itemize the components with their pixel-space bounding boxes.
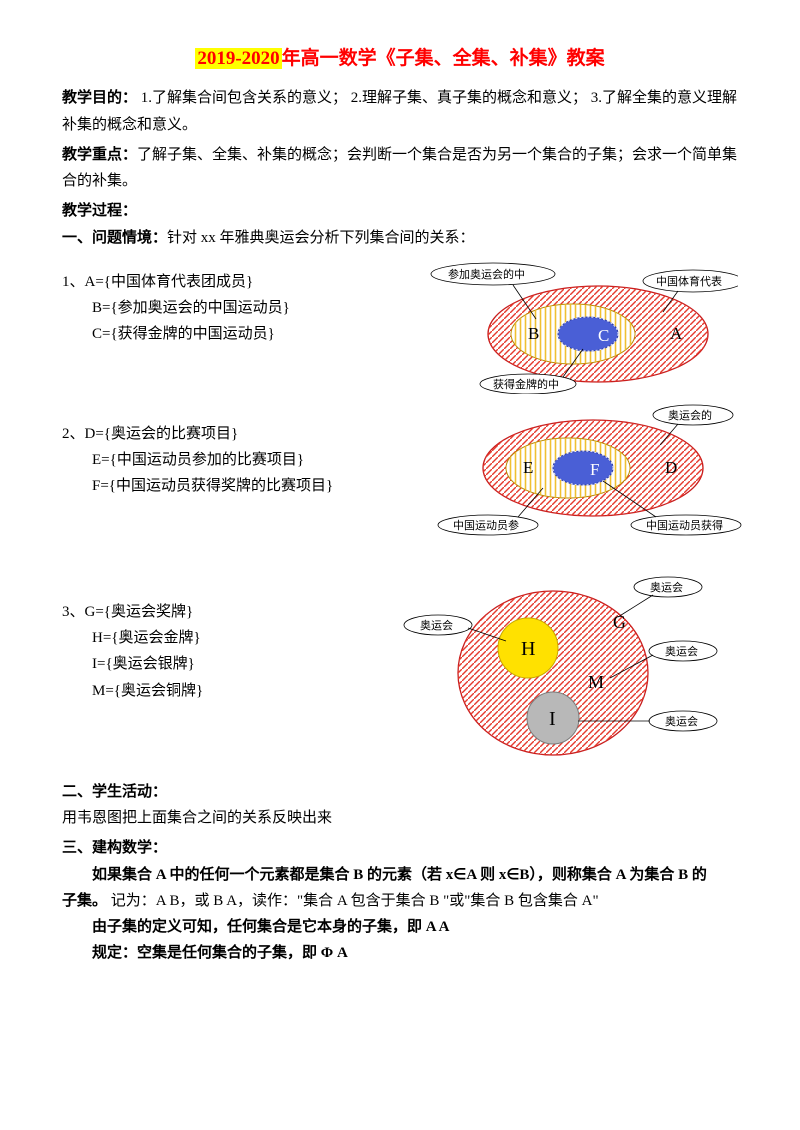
s3-p2b: 记为：A B，或 B A，读作："集合 A 包含于集合 B "或"集合 B 包含… — [107, 893, 599, 909]
title-highlight: 2019-2020 — [195, 48, 281, 69]
goal-para: 教学目的： 1.了解集合间包含关系的意义； 2.理解子集、真子集的概念和意义； … — [62, 85, 738, 138]
b3-l2: H={奥运会金牌} — [62, 625, 203, 651]
callout-A: 中国体育代表 — [656, 274, 722, 288]
label-G: G — [613, 612, 626, 632]
block3-text: 3、G={奥运会奖牌} H={奥运会金牌} I={奥运会银牌} M={奥运会铜牌… — [62, 599, 203, 704]
label-I: I — [549, 708, 556, 730]
label-H: H — [521, 638, 535, 660]
s3-label: 三、建构数学： — [62, 835, 738, 861]
goal-text: 1.了解集合间包含关系的意义； 2.理解子集、真子集的概念和意义； 3.了解全集… — [62, 90, 737, 132]
process-label: 教学过程： — [62, 198, 738, 224]
goal-label: 教学目的： — [62, 90, 137, 106]
label-B: B — [528, 324, 539, 343]
s3-p3: 由子集的定义可知，任何集合是它本身的子集，即 A A — [62, 914, 738, 940]
block-3: 3、G={奥运会奖牌} H={奥运会金牌} I={奥运会银牌} M={奥运会铜牌… — [62, 581, 738, 761]
page-title: 2019-2020年高一数学《子集、全集、补集》教案 — [62, 42, 738, 75]
venn-diagram-2: E F D 奥运会的 中国运动员参 中国运动员获得 — [378, 403, 748, 543]
title-rest: 年高一数学《子集、全集、补集》教案 — [282, 48, 605, 69]
q1-para: 一、问题情境：针对 xx 年雅典奥运会分析下列集合间的关系： — [62, 225, 738, 251]
block-2: 2、D={奥运会的比赛项目} E={中国运动员参加的比赛项目} F={中国运动员… — [62, 403, 738, 533]
b1-l2: B={参加奥运会的中国运动员} — [62, 295, 290, 321]
s3-p2: 子集。 记为：A B，或 B A，读作："集合 A 包含于集合 B "或"集合 … — [62, 888, 738, 914]
b3-l1: 3、G={奥运会奖牌} — [62, 599, 203, 625]
s2-text: 用韦恩图把上面集合之间的关系反映出来 — [62, 805, 738, 831]
callout-F: 中国运动员获得 — [646, 519, 723, 532]
s3-p1: 如果集合 A 中的任何一个元素都是集合 B 的元素（若 x∈A 则 x∈B），则… — [62, 862, 738, 888]
callout-H: 奥运会 — [420, 618, 453, 632]
b2-l1: 2、D={奥运会的比赛项目} — [62, 421, 333, 447]
block2-text: 2、D={奥运会的比赛项目} E={中国运动员参加的比赛项目} F={中国运动员… — [62, 421, 333, 500]
label-D: D — [665, 458, 677, 477]
callout-I: 奥运会 — [665, 714, 698, 728]
callout-M: 奥运会 — [665, 644, 698, 658]
q1-label: 一、问题情境： — [62, 230, 167, 246]
callout-E: 中国运动员参 — [453, 518, 519, 532]
s3-p4: 规定：空集是任何集合的子集，即 Φ A — [62, 940, 738, 966]
b1-l3: C={获得金牌的中国运动员} — [62, 321, 290, 347]
focus-text: 了解子集、全集、补集的概念；会判断一个集合是否为另一个集合的子集；会求一个简单集… — [62, 147, 737, 189]
b3-l3: I={奥运会银牌} — [62, 651, 203, 677]
s3-p2a: 子集。 — [62, 893, 107, 909]
block1-text: 1、A={中国体育代表团成员} B={参加奥运会的中国运动员} C={获得金牌的… — [62, 269, 290, 348]
callout-B: 参加奥运会的中 — [448, 267, 525, 281]
focus-label: 教学重点： — [62, 147, 137, 163]
label-M: M — [588, 672, 604, 692]
venn-diagram-1: B C A 参加奥运会的中 中国体育代表 获得金牌的中 — [378, 259, 738, 394]
focus-para: 教学重点：了解子集、全集、补集的概念；会判断一个集合是否为另一个集合的子集；会求… — [62, 142, 738, 195]
label-E: E — [523, 458, 533, 477]
s2-label: 二、学生活动： — [62, 779, 738, 805]
label-A: A — [670, 324, 683, 343]
label-C: C — [598, 326, 609, 345]
b3-l4: M={奥运会铜牌} — [62, 678, 203, 704]
callout-G: 奥运会 — [650, 580, 683, 594]
venn-diagram-3: H I G M 奥运会 奥运会 奥运会 奥运会 — [378, 573, 718, 768]
block-1: 1、A={中国体育代表团成员} B={参加奥运会的中国运动员} C={获得金牌的… — [62, 259, 738, 379]
b1-l1: 1、A={中国体育代表团成员} — [62, 269, 290, 295]
label-F: F — [590, 460, 599, 479]
callout-C: 获得金牌的中 — [493, 377, 559, 391]
b2-l3: F={中国运动员获得奖牌的比赛项目} — [62, 473, 333, 499]
callout-D: 奥运会的 — [668, 408, 712, 422]
q1-text: 针对 xx 年雅典奥运会分析下列集合间的关系： — [167, 230, 475, 246]
b2-l2: E={中国运动员参加的比赛项目} — [62, 447, 333, 473]
